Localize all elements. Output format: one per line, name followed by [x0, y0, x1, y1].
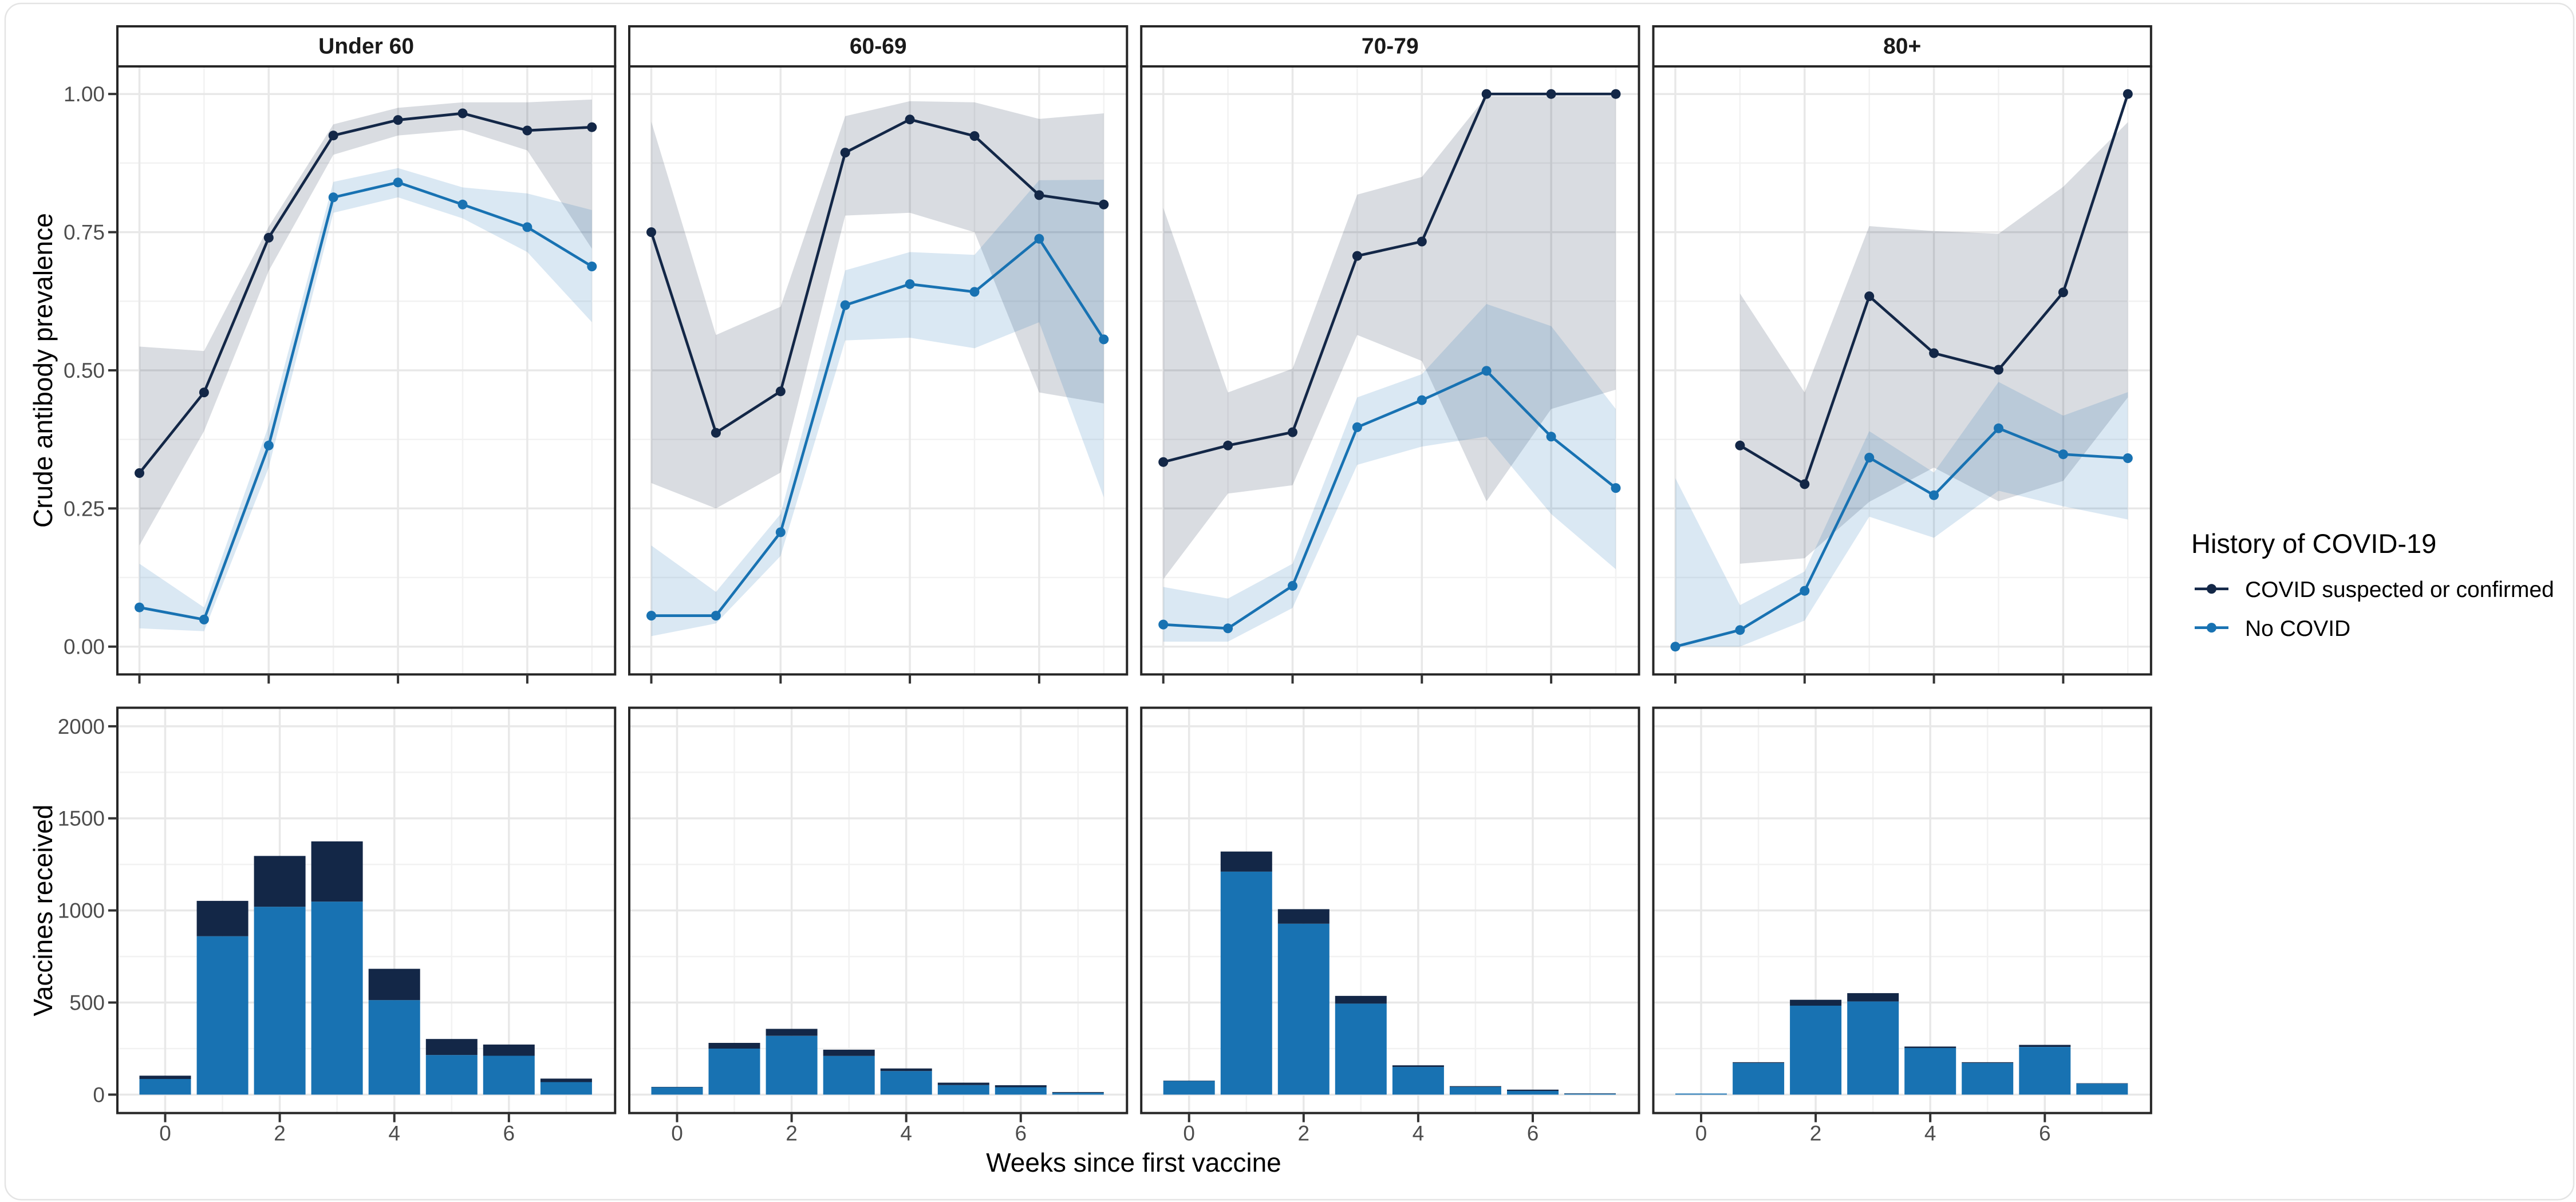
svg-text:2: 2: [274, 1122, 286, 1145]
svg-text:4: 4: [900, 1122, 912, 1145]
svg-text:0: 0: [93, 1083, 105, 1106]
svg-text:Crude antibody prevalence: Crude antibody prevalence: [28, 213, 58, 528]
svg-text:60-69: 60-69: [850, 34, 907, 59]
svg-text:4: 4: [388, 1122, 400, 1145]
svg-text:1500: 1500: [58, 807, 105, 831]
svg-text:1.00: 1.00: [64, 82, 105, 106]
svg-text:2: 2: [1810, 1122, 1822, 1145]
svg-text:70-79: 70-79: [1362, 34, 1419, 59]
svg-text:Weeks since first vaccine: Weeks since first vaccine: [986, 1148, 1281, 1177]
svg-text:6: 6: [2039, 1122, 2051, 1145]
svg-text:6: 6: [1015, 1122, 1027, 1145]
svg-text:0: 0: [671, 1122, 683, 1145]
svg-text:6: 6: [1527, 1122, 1539, 1145]
svg-text:4: 4: [1924, 1122, 1936, 1145]
svg-text:2000: 2000: [58, 715, 105, 738]
svg-text:500: 500: [69, 991, 105, 1015]
svg-text:0.50: 0.50: [64, 359, 105, 382]
svg-text:0: 0: [159, 1122, 171, 1145]
svg-text:0.75: 0.75: [64, 221, 105, 244]
svg-text:History of COVID-19: History of COVID-19: [2191, 528, 2436, 559]
svg-text:0.00: 0.00: [64, 635, 105, 659]
svg-text:80+: 80+: [1883, 34, 1921, 59]
svg-text:0: 0: [1695, 1122, 1707, 1145]
svg-text:0: 0: [1183, 1122, 1195, 1145]
svg-text:4: 4: [1413, 1122, 1425, 1145]
svg-text:1000: 1000: [58, 899, 105, 923]
svg-text:Vaccines received: Vaccines received: [28, 805, 58, 1017]
svg-text:No COVID: No COVID: [2245, 616, 2350, 641]
svg-text:0.25: 0.25: [64, 497, 105, 520]
svg-text:2: 2: [1298, 1122, 1310, 1145]
svg-text:COVID suspected or confirmed: COVID suspected or confirmed: [2245, 578, 2554, 602]
svg-text:Under 60: Under 60: [318, 34, 414, 59]
svg-text:2: 2: [786, 1122, 798, 1145]
svg-text:6: 6: [503, 1122, 515, 1145]
